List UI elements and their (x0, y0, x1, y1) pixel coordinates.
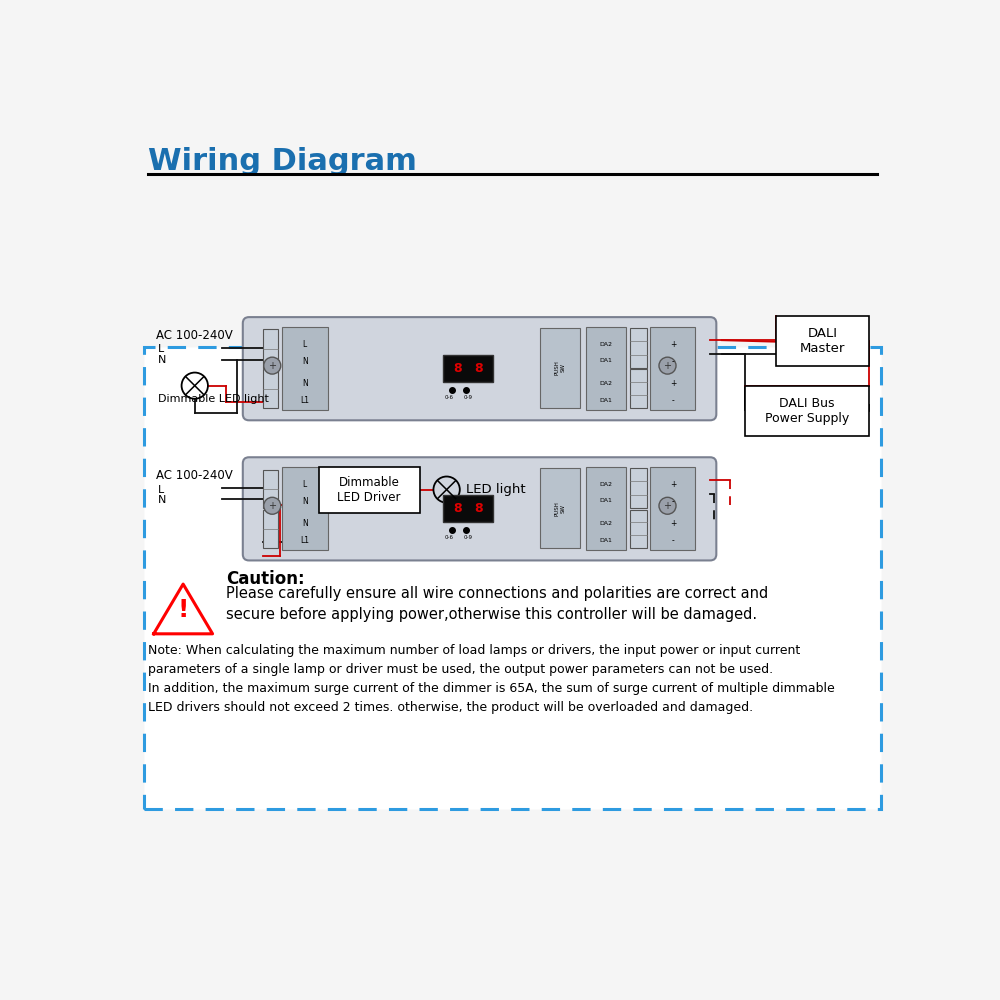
Text: DALI
Master: DALI Master (800, 327, 845, 355)
Circle shape (659, 357, 676, 374)
Bar (443, 355, 493, 382)
Bar (630, 510, 647, 548)
Text: L: L (303, 480, 307, 489)
Text: DA1: DA1 (600, 498, 613, 503)
Text: +: + (670, 340, 676, 349)
Bar (586, 467, 626, 550)
Text: +: + (670, 519, 676, 528)
Text: N: N (158, 355, 166, 365)
Text: +: + (268, 501, 276, 511)
Text: DALI Bus
Power Supply: DALI Bus Power Supply (765, 397, 849, 425)
Text: Please carefully ensure all wire connections and polarities are correct and
secu: Please carefully ensure all wire connect… (226, 586, 768, 622)
Bar (540, 328, 580, 408)
Text: 0-6: 0-6 (444, 535, 453, 540)
Polygon shape (154, 584, 213, 634)
Text: +: + (664, 361, 672, 371)
Bar (630, 328, 647, 368)
Text: DA2: DA2 (600, 521, 613, 526)
Bar (263, 470, 278, 508)
Circle shape (264, 497, 281, 514)
Text: DA2: DA2 (600, 482, 613, 487)
Text: 0-9: 0-9 (464, 535, 473, 540)
Bar (263, 369, 278, 408)
Text: 8: 8 (454, 362, 462, 375)
Text: L: L (303, 340, 307, 349)
Bar (650, 467, 695, 550)
Text: L1: L1 (300, 396, 309, 405)
Text: 8: 8 (475, 362, 483, 375)
Text: 8: 8 (454, 502, 462, 515)
Text: L: L (158, 344, 164, 354)
Text: Wiring Diagram: Wiring Diagram (148, 147, 417, 176)
Text: L: L (158, 485, 164, 495)
Bar (263, 329, 278, 368)
Text: N: N (302, 379, 308, 388)
Text: DA1: DA1 (600, 538, 613, 543)
Text: !: ! (177, 598, 189, 622)
Bar (630, 468, 647, 508)
Bar (443, 495, 493, 522)
Text: N: N (302, 497, 308, 506)
Text: +: + (670, 379, 676, 388)
Text: +: + (670, 480, 676, 489)
Text: -: - (672, 396, 674, 405)
Bar (319, 466, 420, 513)
FancyBboxPatch shape (243, 457, 716, 560)
Circle shape (264, 357, 281, 374)
Text: 8: 8 (475, 502, 483, 515)
Text: L1: L1 (300, 536, 309, 545)
Text: N: N (302, 519, 308, 528)
Text: +: + (664, 501, 672, 511)
Bar (263, 510, 278, 548)
Text: 0-6: 0-6 (444, 395, 453, 400)
FancyBboxPatch shape (144, 347, 881, 809)
Text: DA1: DA1 (600, 398, 613, 403)
Bar (630, 369, 647, 408)
Text: LED light: LED light (466, 483, 526, 496)
Bar (745, 386, 869, 436)
Text: DA2: DA2 (600, 342, 613, 347)
Text: Dimmable
LED Driver: Dimmable LED Driver (337, 476, 401, 504)
Bar (586, 327, 626, 410)
Text: Caution:: Caution: (226, 570, 304, 588)
Bar (282, 327, 328, 410)
Text: PUSH
SW: PUSH SW (554, 361, 565, 375)
Text: Note: When calculating the maximum number of load lamps or drivers, the input po: Note: When calculating the maximum numbe… (148, 644, 835, 714)
Circle shape (659, 497, 676, 514)
FancyBboxPatch shape (243, 317, 716, 420)
Text: DA1: DA1 (600, 358, 613, 363)
Text: DA2: DA2 (600, 381, 613, 386)
Bar (540, 468, 580, 548)
Text: +: + (268, 361, 276, 371)
Text: PUSH
SW: PUSH SW (554, 501, 565, 516)
Text: -: - (672, 497, 674, 506)
Text: -: - (672, 536, 674, 545)
Text: AC 100-240V: AC 100-240V (156, 329, 233, 342)
Text: N: N (158, 495, 166, 505)
Bar (650, 327, 695, 410)
Bar (282, 467, 328, 550)
Text: -: - (672, 357, 674, 366)
Text: AC 100-240V: AC 100-240V (156, 469, 233, 482)
Bar (776, 316, 869, 366)
Text: N: N (302, 357, 308, 366)
Text: Dimmable LED light: Dimmable LED light (158, 394, 268, 404)
Text: 0-9: 0-9 (464, 395, 473, 400)
